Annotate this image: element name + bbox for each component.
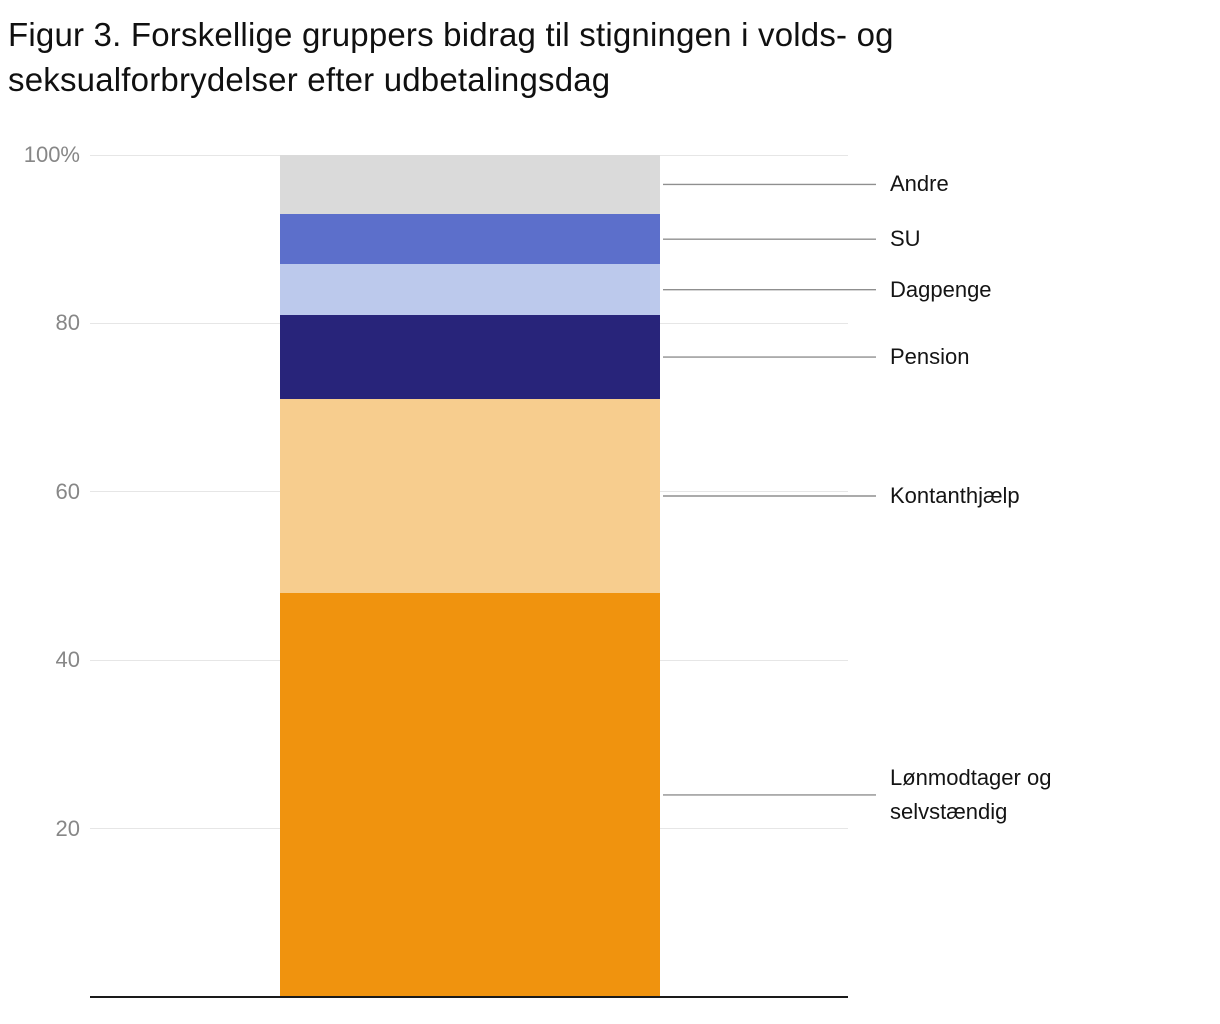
y-tick-label: 20: [55, 815, 80, 841]
series-label: Andre: [890, 171, 949, 197]
stacked-bar: [280, 155, 660, 997]
series-label: Pension: [890, 344, 970, 370]
y-tick-label: 40: [55, 647, 80, 673]
bar-segment: [280, 155, 660, 214]
y-tick-label: 100%: [23, 142, 80, 167]
series-label: Lønmodtager og selvstændig: [890, 764, 1052, 824]
bar-segment: [280, 264, 660, 315]
y-tick-label: 60: [55, 478, 80, 504]
series-label: Dagpenge: [890, 276, 992, 302]
series-label: Kontanthjælp: [890, 483, 1020, 508]
bar-segment: [280, 592, 660, 997]
gridline: [90, 154, 848, 156]
bar-segment: [280, 399, 660, 593]
y-tick-label: 80: [55, 310, 80, 336]
chart-title: Figur 3. Forskellige gruppers bidrag til…: [8, 16, 894, 98]
bar-segment: [280, 315, 660, 400]
series-label: SU: [890, 226, 921, 252]
bar-segment: [280, 213, 660, 265]
x-axis-line: [90, 996, 848, 998]
